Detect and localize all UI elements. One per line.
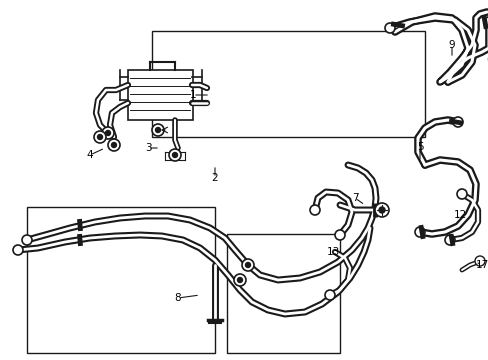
Circle shape	[97, 135, 102, 139]
Circle shape	[169, 149, 181, 161]
Bar	[151, 31, 425, 137]
Bar	[27, 207, 215, 353]
Text: 9: 9	[448, 40, 454, 50]
Circle shape	[452, 117, 462, 127]
Circle shape	[242, 259, 253, 271]
Circle shape	[325, 290, 334, 300]
Text: 5: 5	[416, 142, 423, 152]
Circle shape	[334, 230, 345, 240]
Circle shape	[474, 256, 484, 266]
Circle shape	[94, 131, 106, 143]
Circle shape	[444, 235, 454, 245]
Circle shape	[172, 153, 177, 158]
Text: 1: 1	[189, 90, 196, 100]
Text: 13: 13	[325, 247, 339, 257]
Text: 7: 7	[351, 193, 358, 203]
Circle shape	[155, 127, 160, 132]
Text: 3: 3	[144, 143, 151, 153]
Text: 4: 4	[86, 150, 93, 160]
Text: 2: 2	[211, 173, 218, 183]
Circle shape	[13, 245, 23, 255]
Circle shape	[483, 17, 488, 27]
Circle shape	[22, 235, 32, 245]
Text: 12: 12	[452, 210, 466, 220]
Circle shape	[102, 127, 114, 139]
Text: 6: 6	[486, 55, 488, 65]
Text: 8: 8	[174, 293, 181, 303]
Circle shape	[152, 124, 163, 136]
Circle shape	[111, 143, 116, 148]
Circle shape	[234, 274, 245, 286]
Circle shape	[105, 130, 110, 135]
Circle shape	[309, 205, 319, 215]
Circle shape	[245, 262, 250, 267]
Circle shape	[414, 227, 424, 237]
Circle shape	[374, 203, 388, 217]
Bar	[227, 234, 339, 353]
Bar	[128, 70, 193, 120]
Circle shape	[456, 189, 466, 199]
Circle shape	[378, 207, 384, 213]
Circle shape	[237, 278, 242, 283]
Text: 17: 17	[474, 260, 488, 270]
Circle shape	[108, 139, 120, 151]
Circle shape	[384, 23, 394, 33]
